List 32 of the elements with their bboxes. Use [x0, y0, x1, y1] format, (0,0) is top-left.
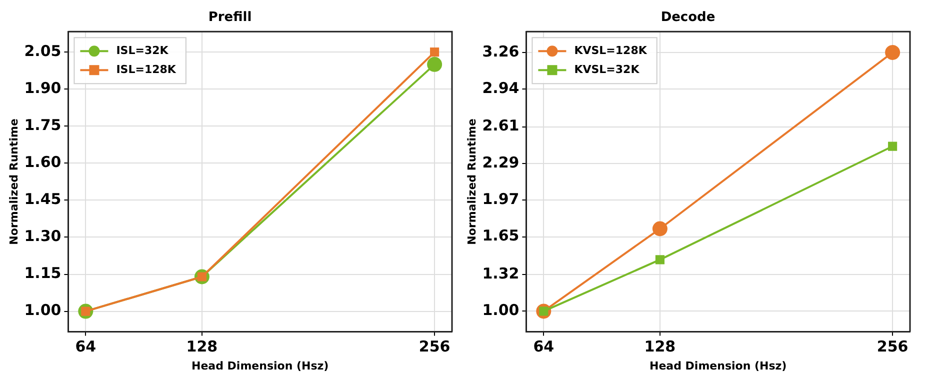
- x-tick-label: 256: [418, 338, 450, 356]
- y-tick-label: 1.00: [482, 301, 520, 320]
- y-tick-label: 2.61: [482, 116, 520, 135]
- y-tick-label: 3.26: [482, 42, 520, 60]
- y-tick-label: 1.65: [482, 226, 520, 245]
- legend-label: ISL=32K: [116, 44, 169, 57]
- y-axis-title: Normalized Runtime: [7, 118, 20, 245]
- y-tick-label: 1.32: [482, 264, 520, 282]
- chart-title: Prefill: [208, 10, 252, 26]
- y-tick-label: 1.97: [482, 190, 520, 208]
- y-tick-label: 1.90: [24, 79, 62, 98]
- y-tick-label: 1.15: [24, 264, 62, 282]
- y-axis-title: Normalized Runtime: [465, 118, 478, 245]
- x-axis-title: Head Dimension (Hsz): [192, 359, 329, 372]
- x-tick-label: 64: [75, 338, 96, 356]
- y-tick-label: 1.60: [24, 153, 62, 172]
- legend-label: KVSL=32K: [574, 62, 640, 76]
- legend-label: ISL=128K: [116, 62, 176, 76]
- x-tick-label: 256: [876, 338, 908, 356]
- x-tick-label: 128: [644, 338, 676, 356]
- legend-label: KVSL=128K: [574, 44, 648, 57]
- y-tick-label: 2.29: [482, 153, 520, 172]
- y-tick-label: 1.75: [24, 116, 62, 134]
- y-tick-label: 2.94: [482, 78, 520, 97]
- y-tick-label: 1.00: [24, 301, 62, 320]
- x-tick-label: 64: [533, 338, 554, 356]
- y-tick-label: 1.30: [24, 227, 62, 246]
- x-axis-title: Head Dimension (Hsz): [650, 359, 787, 372]
- chart-title: Decode: [660, 10, 716, 26]
- y-tick-label: 2.05: [24, 42, 62, 60]
- y-tick-label: 1.45: [24, 190, 62, 208]
- x-tick-label: 128: [186, 338, 218, 356]
